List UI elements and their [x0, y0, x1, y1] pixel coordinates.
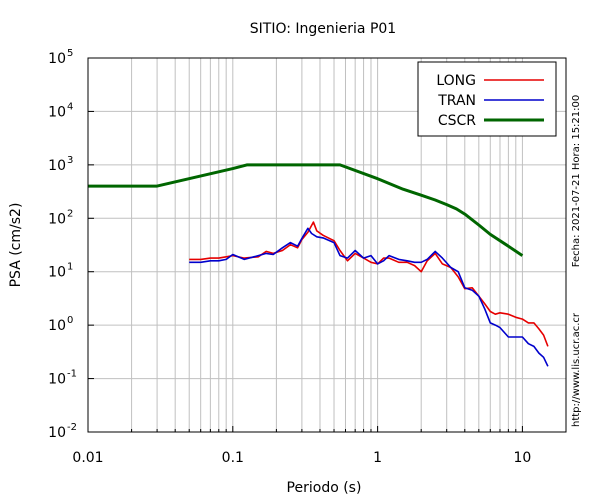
- series-line-long: [189, 221, 549, 347]
- plot-frame: [87, 57, 567, 433]
- series-layer: [88, 163, 549, 367]
- y-tick-label: 103: [48, 155, 73, 174]
- y-tick-label: 104: [48, 101, 73, 120]
- y-tick-label: 101: [48, 262, 73, 281]
- x-axis-title: Periodo (s): [287, 480, 362, 496]
- y-axis-title: PSA (cm/s2): [8, 203, 24, 288]
- x-tick-labels: 0.01 0.1 1 10: [72, 450, 531, 466]
- side-text-url: http://www.lis.ucr.ac.cr: [571, 312, 582, 427]
- x-tick-label: 0.1: [222, 450, 244, 466]
- x-tick-label: 10: [513, 450, 531, 466]
- x-tick-label: 0.01: [72, 450, 103, 466]
- x-tick-label: 1: [373, 450, 382, 466]
- y-tick-label: 102: [48, 208, 73, 227]
- series-line-cscr: [88, 163, 524, 257]
- chart-title: SITIO: Ingenieria P01: [250, 21, 396, 37]
- legend-label-cscr: CSCR: [438, 113, 476, 129]
- y-tick-label: 10-2: [48, 422, 77, 441]
- series-line-tran: [189, 227, 549, 367]
- y-tick-label: 100: [48, 315, 73, 334]
- legend: LONG TRAN CSCR: [417, 61, 557, 137]
- legend-label-tran: TRAN: [437, 93, 476, 109]
- y-tick-label: 10-1: [48, 369, 77, 388]
- legend-label-long: LONG: [436, 73, 476, 89]
- y-tick-labels: 10-2 10-1 100 101 102 103 104 105: [48, 48, 77, 441]
- legend-box: [417, 61, 557, 137]
- y-tick-label: 105: [48, 48, 73, 67]
- side-text-date: Fecha: 2021-07-21 Hora: 15:21:00: [571, 95, 582, 268]
